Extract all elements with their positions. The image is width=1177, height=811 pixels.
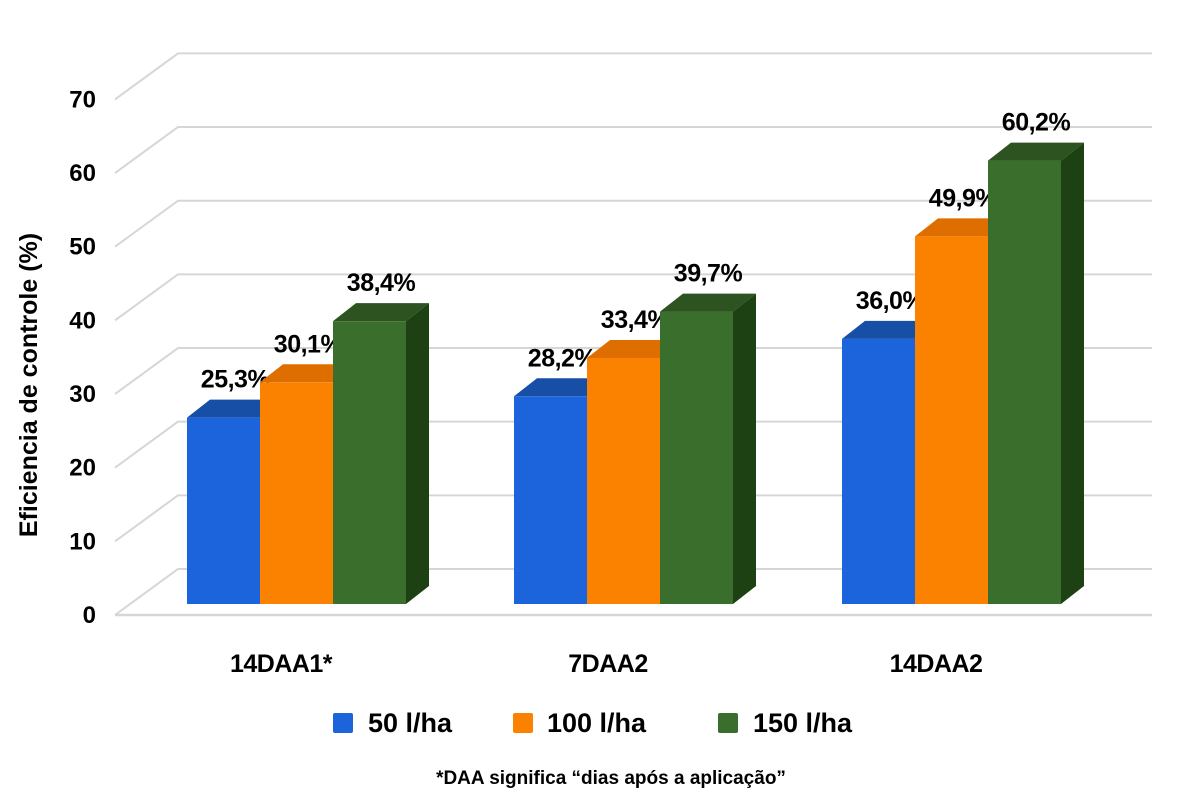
x-category-label: 7DAA2 bbox=[568, 650, 647, 678]
y-tick-label: 40 bbox=[69, 307, 96, 334]
gridline bbox=[114, 568, 1152, 616]
bar-top-face bbox=[915, 218, 1011, 237]
bar-side-face bbox=[733, 293, 756, 604]
y-axis-title: Eficiencia de controle (%) bbox=[15, 233, 43, 537]
value-label: 36,0% bbox=[856, 287, 925, 315]
legend-label-50lha: 50 l/ha bbox=[368, 708, 453, 738]
x-category-label: 14DAA2 bbox=[890, 650, 983, 678]
bar-top-face bbox=[842, 320, 938, 339]
bar bbox=[260, 382, 333, 604]
gridline bbox=[114, 494, 1152, 543]
bar-side-face bbox=[406, 303, 429, 604]
x-category-labels: 14DAA1* 7DAA2 14DAA2 bbox=[230, 650, 983, 678]
legend-label-150lha: 150 l/ha bbox=[753, 708, 853, 738]
value-label: 49,9% bbox=[929, 184, 998, 212]
value-label: 28,2% bbox=[528, 344, 597, 372]
gridline bbox=[114, 273, 1152, 322]
bar bbox=[587, 357, 660, 604]
y-tick-labels: 0 10 20 30 40 50 60 70 bbox=[69, 86, 96, 629]
gridline bbox=[114, 126, 1152, 174]
legend-swatch-50lha bbox=[333, 713, 353, 733]
bar-top-face bbox=[514, 378, 610, 397]
legend: 50 l/ha 100 l/ha 150 l/ha bbox=[333, 708, 853, 738]
y-tick-label: 0 bbox=[83, 602, 96, 629]
legend-swatch-150lha bbox=[718, 713, 738, 733]
bar bbox=[842, 338, 915, 604]
y-tick-label: 50 bbox=[69, 234, 96, 261]
y-tick-label: 70 bbox=[69, 86, 96, 113]
value-label: 30,1% bbox=[274, 330, 343, 358]
bar-side-face bbox=[1061, 142, 1084, 604]
value-label: 25,3% bbox=[201, 366, 270, 394]
gridlines bbox=[114, 52, 1152, 617]
legend-label-100lha: 100 l/ha bbox=[547, 708, 647, 738]
y-tick-label: 30 bbox=[69, 381, 96, 408]
value-label: 60,2% bbox=[1002, 109, 1071, 137]
y-tick-label: 20 bbox=[69, 455, 96, 482]
footnote: *DAA significa “dias após a aplicação” bbox=[436, 768, 786, 789]
value-label: 33,4% bbox=[601, 306, 670, 334]
bar bbox=[915, 236, 988, 605]
y-tick-label: 60 bbox=[69, 160, 96, 187]
value-label: 38,4% bbox=[347, 269, 416, 297]
gridline bbox=[114, 52, 1152, 101]
bars: 25,3%30,1% 38,4% 28,2%33,4%39,7% 36,0% 49,9%… bbox=[187, 109, 1084, 605]
bar-top-face bbox=[333, 303, 429, 322]
bar bbox=[660, 311, 733, 604]
value-label: 39,7% bbox=[674, 260, 743, 288]
gridline bbox=[114, 199, 1152, 248]
bar-top-face bbox=[187, 399, 283, 418]
bar bbox=[187, 417, 260, 604]
bar bbox=[988, 160, 1061, 604]
bar-top-face bbox=[260, 364, 356, 383]
gridline bbox=[114, 420, 1152, 469]
gridline bbox=[114, 347, 1152, 395]
bar-top-face bbox=[587, 339, 683, 358]
legend-swatch-100lha bbox=[513, 713, 533, 733]
x-category-label: 14DAA1* bbox=[230, 650, 333, 678]
bar-top-face bbox=[988, 142, 1084, 161]
bar bbox=[514, 396, 587, 604]
bar bbox=[333, 321, 406, 604]
y-tick-label: 10 bbox=[69, 528, 96, 555]
bar-top-face bbox=[660, 293, 756, 312]
